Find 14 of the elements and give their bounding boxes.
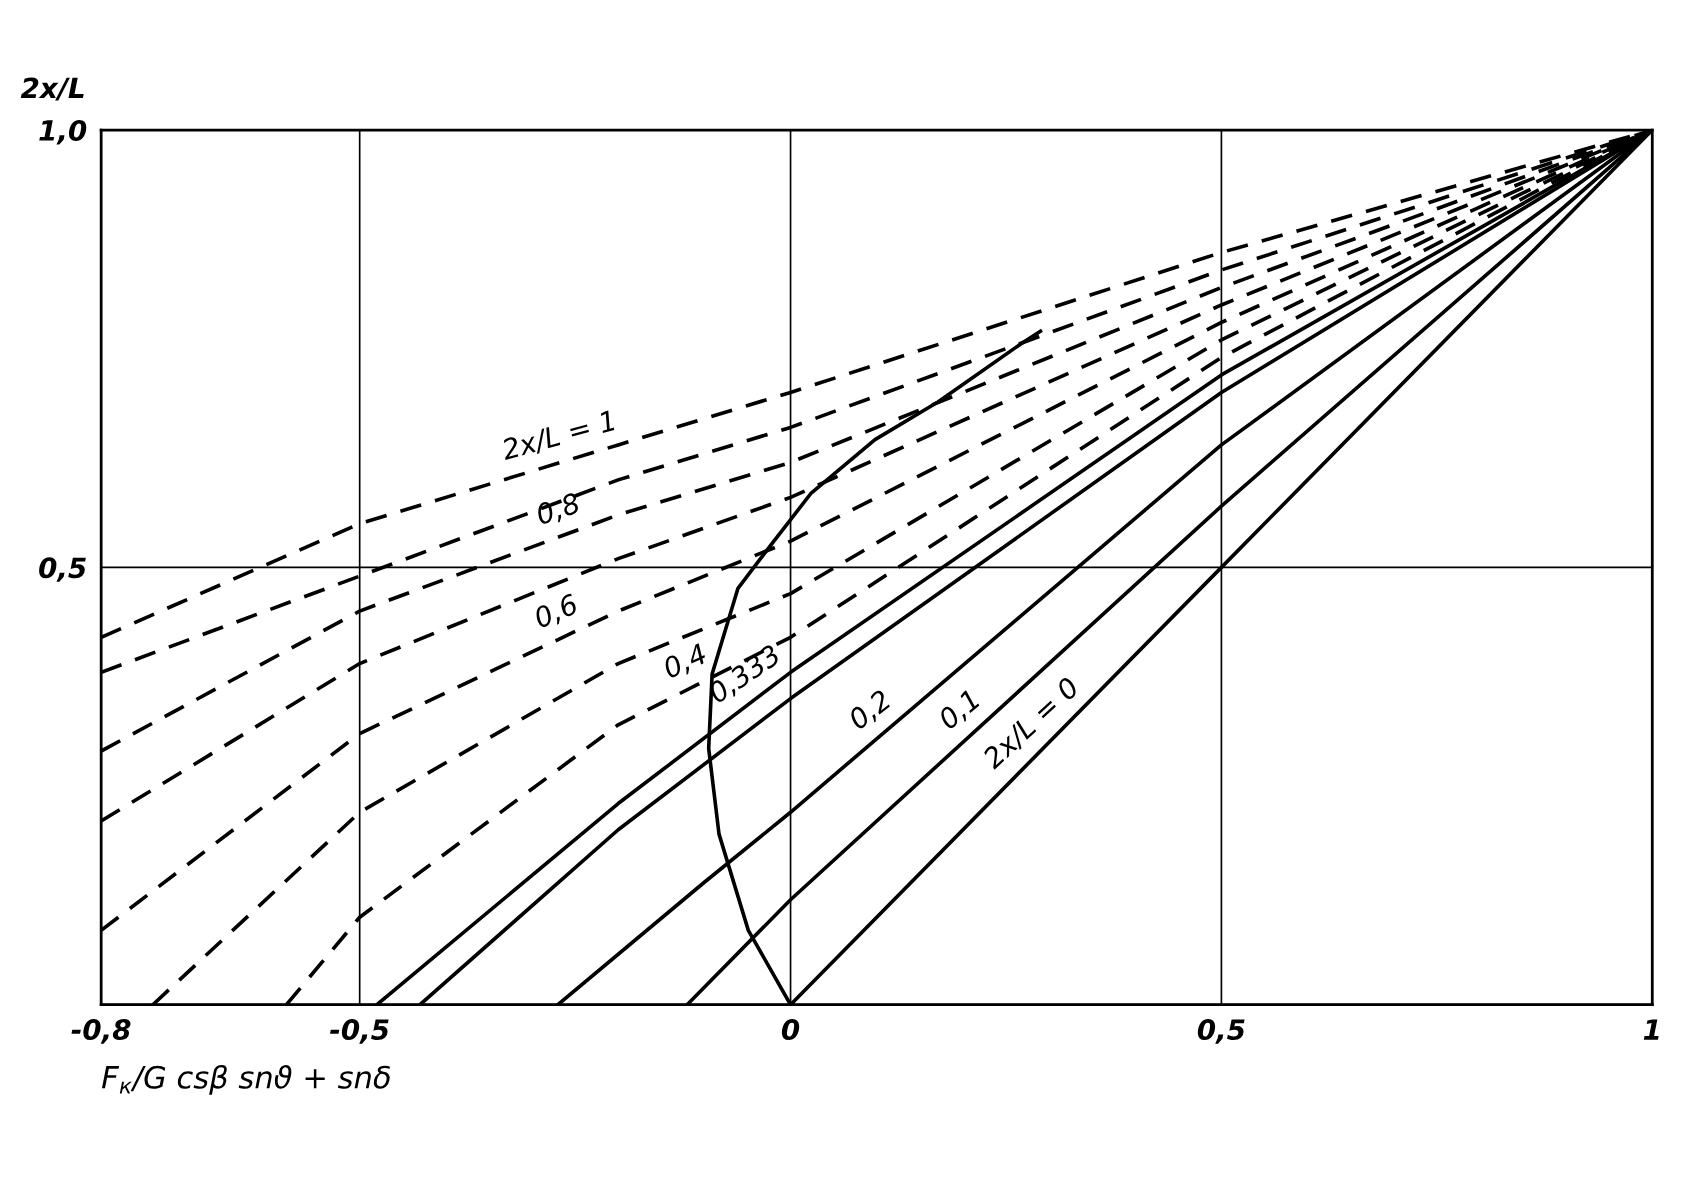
x-tick-label: -0,8 [71,1019,131,1044]
x-tick-label: -0,5 [330,1019,389,1044]
x-tick-label: 0 [781,1019,800,1041]
x-tick-label: 1 [1643,1019,1659,1040]
y-axis-title: 2x/L [20,77,84,101]
text: 0,8 [534,491,582,528]
x-tick-label: 0,5 [1197,1019,1245,1044]
text: 0,6 [532,592,581,632]
y-tick-label: 1,0 [39,119,87,145]
text: 0,1 [936,689,982,733]
text: 0,4 [661,642,709,682]
text: 0,2 [846,688,894,733]
x-axis-title: F$_{к}$/G csβ snϑ + snδ [101,1064,390,1095]
text: 2x/L = 1 [499,409,616,463]
